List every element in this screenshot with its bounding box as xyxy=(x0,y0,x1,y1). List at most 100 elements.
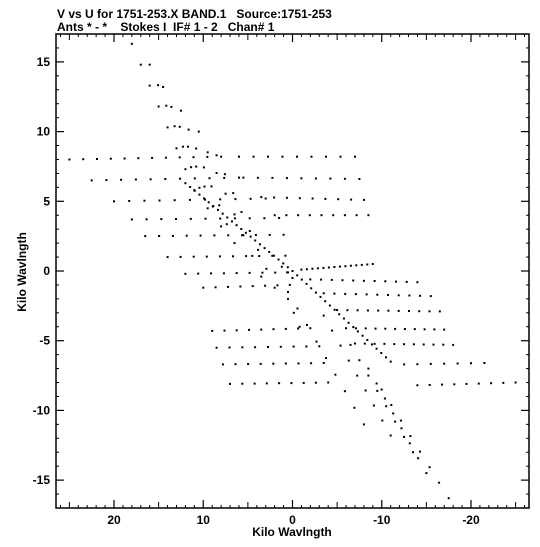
uv-point xyxy=(166,256,169,259)
uv-point xyxy=(310,287,313,290)
uv-point xyxy=(403,363,406,366)
uv-point xyxy=(251,285,254,288)
uv-point xyxy=(145,218,148,221)
uv-point xyxy=(90,179,93,182)
uv-point xyxy=(443,362,446,365)
uv-point xyxy=(137,157,140,160)
uv-point xyxy=(327,381,330,384)
uv-point xyxy=(432,343,435,346)
uv-point xyxy=(195,147,198,150)
uv-point xyxy=(265,382,268,385)
uv-point xyxy=(438,481,441,484)
uv-point xyxy=(363,342,366,345)
uv-point xyxy=(380,352,383,354)
uv-point xyxy=(185,234,188,237)
uv-point xyxy=(208,177,211,180)
uv-point xyxy=(441,383,443,386)
uv-point xyxy=(419,294,422,297)
uv-point xyxy=(384,327,387,330)
uv-point xyxy=(305,282,308,285)
uv-point xyxy=(345,327,347,330)
uv-point xyxy=(235,224,238,227)
uv-point xyxy=(310,362,313,365)
uv-point xyxy=(157,105,160,108)
y-tick-label: 5 xyxy=(43,194,50,208)
uv-point xyxy=(349,343,352,346)
data-points xyxy=(68,42,517,500)
uv-point xyxy=(267,155,269,158)
uv-point xyxy=(234,363,237,366)
uv-point xyxy=(288,283,291,286)
uv-point xyxy=(465,382,468,385)
uv-point xyxy=(296,155,298,158)
uv-point xyxy=(282,233,285,236)
uv-point xyxy=(259,362,262,365)
uv-point xyxy=(242,176,245,179)
uv-point xyxy=(286,266,289,269)
uv-point xyxy=(309,327,312,330)
uv-point xyxy=(240,228,243,230)
uv-point xyxy=(193,189,196,192)
uv-point xyxy=(355,214,358,217)
uv-point xyxy=(166,126,169,129)
uv-point xyxy=(273,196,276,199)
uv-point xyxy=(273,286,276,289)
uv-point xyxy=(278,382,281,385)
uv-point xyxy=(206,207,209,210)
uv-point xyxy=(109,157,112,160)
uv-point xyxy=(400,427,403,430)
uv-point xyxy=(300,278,303,281)
uv-point xyxy=(429,295,432,298)
uv-point xyxy=(375,382,378,385)
uv-point xyxy=(325,155,327,158)
uv-point xyxy=(428,466,431,469)
uv-point xyxy=(344,292,347,295)
uv-point xyxy=(254,346,257,349)
uv-point xyxy=(372,404,375,407)
uv-point xyxy=(253,382,256,385)
uv-point xyxy=(399,419,402,422)
uv-point xyxy=(173,199,176,202)
uv-point xyxy=(184,182,187,185)
uv-point xyxy=(358,178,361,180)
uv-point xyxy=(390,404,393,406)
uv-point xyxy=(395,280,397,283)
uv-point xyxy=(383,397,386,400)
uv-point xyxy=(328,304,331,307)
uv-point xyxy=(297,362,300,365)
uv-point xyxy=(271,254,274,257)
uv-point xyxy=(336,309,339,311)
uv-point xyxy=(197,272,200,275)
y-axis-tick-labels: 15 10 5 0 -5 -10 -15 xyxy=(33,55,51,487)
uv-point xyxy=(207,201,210,204)
uv-point xyxy=(371,263,374,265)
uv-point xyxy=(316,267,319,270)
uv-point xyxy=(189,217,192,220)
uv-point xyxy=(205,255,208,258)
uv-point xyxy=(477,382,480,385)
uv-point xyxy=(96,158,98,160)
uv-point xyxy=(367,214,370,217)
uv-point xyxy=(443,328,446,331)
uv-point xyxy=(197,130,200,133)
uv-point xyxy=(393,343,396,346)
uv-point xyxy=(287,290,289,293)
uv-point xyxy=(219,198,222,201)
uv-point xyxy=(272,254,275,257)
uv-point xyxy=(447,497,450,500)
uv-point xyxy=(373,280,376,282)
uv-point xyxy=(387,294,389,296)
uv-point xyxy=(322,266,325,269)
uv-point xyxy=(280,265,283,268)
uv-point xyxy=(352,326,355,329)
uv-point xyxy=(252,155,255,158)
uv-point xyxy=(284,254,287,257)
uv-point xyxy=(223,173,226,176)
uv-point xyxy=(397,309,400,312)
y-tick-label: -15 xyxy=(33,473,51,487)
uv-point xyxy=(354,342,356,345)
uv-point xyxy=(385,356,387,359)
uv-point xyxy=(254,234,257,236)
uv-point xyxy=(347,321,350,324)
uv-point xyxy=(248,271,251,274)
